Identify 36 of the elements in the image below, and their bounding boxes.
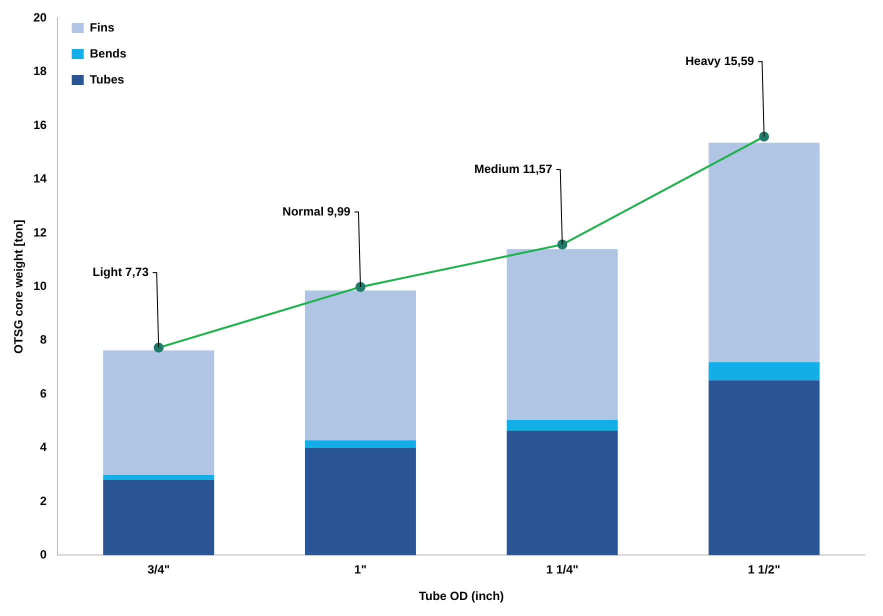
annotation: Heavy 15,59 [685,54,754,68]
x-tick-label: 1" [354,562,367,577]
bar [304,290,416,440]
y-tick-label: 12 [33,225,48,240]
bar [103,480,214,556]
bar [708,142,820,362]
legend-label: Bends [90,46,127,60]
y-tick-label: 14 [33,172,48,186]
annotation: Medium 11,57 [474,162,553,176]
legend-label: Fins [90,20,115,34]
x-axis-title: Tube OD (inch) [418,589,504,604]
y-tick-label: 0 [40,548,48,562]
bar [103,350,214,475]
bar [506,420,618,431]
legend-label: Tubes [90,72,125,86]
annotation: Normal 9,99 [282,204,351,218]
bar [506,430,618,556]
y-tick-label: 20 [33,10,48,25]
bar [103,474,214,480]
y-tick-label: 18 [33,64,48,78]
bar [506,249,618,420]
x-tick-label: 3/4" [147,562,170,577]
x-tick-label: 1 1/4" [546,562,578,577]
bar [304,440,416,448]
bar [708,362,820,380]
bar [304,448,416,556]
y-tick-label: 6 [40,386,48,400]
y-tick-label: 2 [40,494,48,508]
bar [708,380,820,556]
annotation: Light 7,73 [92,264,149,279]
y-tick-label: 10 [33,279,48,294]
x-tick-label: 1 1/2" [748,562,780,577]
y-tick-label: 8 [40,332,48,347]
y-tick-label: 16 [33,118,48,132]
y-tick-label: 4 [40,440,48,454]
y-axis-title: OTSG core weight [ton] [12,220,26,354]
